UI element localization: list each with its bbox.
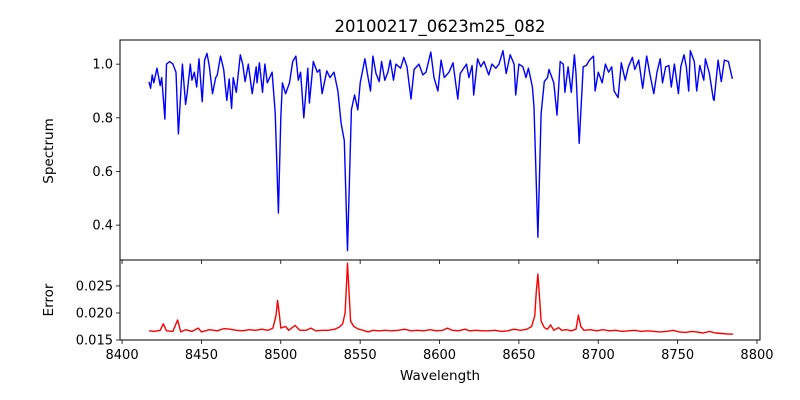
y-tick-label: 0.020 bbox=[76, 306, 113, 321]
chart-title: 20100217_0623m25_082 bbox=[334, 17, 545, 37]
x-tick-label: 8650 bbox=[502, 348, 535, 363]
y-tick-label: 0.8 bbox=[92, 111, 113, 126]
y-tick-label: 0.4 bbox=[92, 219, 113, 234]
x-tick-label: 8450 bbox=[185, 348, 218, 363]
error-ylabel: Error bbox=[41, 283, 57, 316]
y-tick-label: 1.0 bbox=[92, 58, 113, 73]
x-tick-label: 8750 bbox=[661, 348, 694, 363]
x-tick-label: 8400 bbox=[106, 348, 139, 363]
x-axis-label: Wavelength bbox=[400, 368, 480, 384]
spectrum-axes: 0.4 0.6 0.8 1.0 bbox=[92, 39, 761, 264]
spectrum-line bbox=[148, 50, 734, 252]
x-tick-label: 8550 bbox=[344, 348, 377, 363]
error-axes: 0.015 0.020 0.025 8400 8450 8500 8550 8600 8650 8… bbox=[76, 259, 774, 363]
x-tick-label: 8800 bbox=[740, 348, 773, 363]
y-tick-label: 0.025 bbox=[76, 279, 113, 294]
x-tick-label: 8500 bbox=[264, 348, 297, 363]
y-tick-label: 0.6 bbox=[92, 165, 113, 180]
axes-frame bbox=[119, 259, 761, 341]
x-tick-label: 8600 bbox=[423, 348, 456, 363]
spectrum-ylabel: Spectrum bbox=[41, 118, 57, 183]
x-tick-label: 8700 bbox=[582, 348, 615, 363]
error-line bbox=[148, 262, 734, 335]
y-tick-label: 0.015 bbox=[76, 334, 113, 349]
